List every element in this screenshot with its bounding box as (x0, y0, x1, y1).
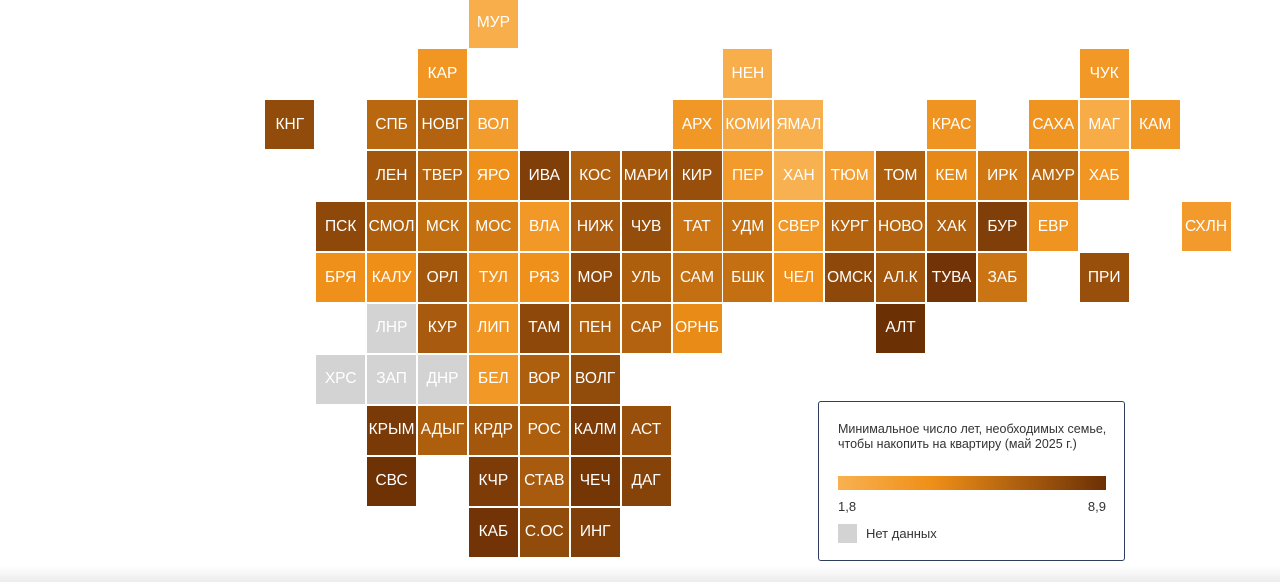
region-tile-МАРИ: МАРИ (621, 151, 671, 201)
region-tile-КУРГ: КУРГ (825, 202, 875, 252)
region-tile-НИЖ: НИЖ (570, 202, 620, 252)
region-tile-РОС: РОС (519, 405, 569, 455)
region-tile-БРЯ: БРЯ (316, 253, 366, 302)
region-tile-ЗАП: ЗАП (367, 354, 417, 404)
region-tile-КРЫМ: КРЫМ (367, 405, 417, 455)
region-tile-БУР: БУР (977, 202, 1027, 252)
region-tile-ТУЛ: ТУЛ (468, 253, 518, 302)
region-tile-КАЛУ: КАЛУ (367, 253, 417, 302)
legend-max-label: 8,9 (1087, 499, 1106, 514)
region-tile-ПСК: ПСК (316, 202, 366, 252)
page-bottom-edge (0, 566, 1280, 582)
region-tile-ЕВР: ЕВР (1028, 202, 1078, 252)
region-tile-ЯМАЛ: ЯМАЛ (774, 100, 824, 150)
legend-box: Минимальное число лет, необходимых семье… (818, 401, 1125, 561)
region-tile-ИВА: ИВА (519, 151, 569, 201)
region-tile-БШК: БШК (723, 253, 773, 302)
region-tile-САР: САР (621, 303, 671, 353)
legend-color-scale (838, 476, 1106, 490)
region-tile-АМУР: АМУР (1028, 151, 1078, 201)
region-tile-ЧЕЛ: ЧЕЛ (774, 253, 824, 302)
region-tile-ХАК: ХАК (927, 202, 976, 252)
region-tile-КОС: КОС (570, 151, 620, 201)
region-tile-ЛИП: ЛИП (468, 303, 518, 353)
region-tile-АЛТ: АЛТ (876, 303, 926, 353)
region-tile-ОМСК: ОМСК (825, 253, 875, 302)
region-tile-АДЫГ: АДЫГ (418, 405, 467, 455)
region-tile-АРХ: АРХ (672, 100, 722, 150)
region-tile-КНГ: КНГ (265, 100, 315, 150)
region-tile-БЕЛ: БЕЛ (468, 354, 518, 404)
region-tile-ЧУК: ЧУК (1079, 49, 1129, 99)
region-tile-МАГ: МАГ (1079, 100, 1129, 150)
region-tile-МОС: МОС (468, 202, 518, 252)
region-tile-ВЛА: ВЛА (519, 202, 569, 252)
region-tile-ТЮМ: ТЮМ (825, 151, 875, 201)
no-data-label: Нет данных (866, 526, 937, 541)
region-tile-ОРЛ: ОРЛ (418, 253, 467, 302)
region-tile-НЕН: НЕН (723, 49, 773, 99)
region-tile-ДАГ: ДАГ (621, 456, 671, 506)
region-tile-ХАБ: ХАБ (1079, 151, 1129, 201)
region-tile-ДНР: ДНР (418, 354, 467, 404)
no-data-swatch (838, 524, 857, 543)
region-tile-ИНГ: ИНГ (570, 507, 620, 557)
region-tile-НОВО: НОВО (876, 202, 926, 252)
region-tile-МСК: МСК (418, 202, 467, 252)
region-tile-ВОЛГ: ВОЛГ (570, 354, 620, 404)
region-tile-КЧР: КЧР (468, 456, 518, 506)
region-tile-ТАТ: ТАТ (672, 202, 722, 252)
region-tile-ТУВА: ТУВА (927, 253, 976, 302)
region-tile-КИР: КИР (672, 151, 722, 201)
region-tile-САМ: САМ (672, 253, 722, 302)
region-tile-УДМ: УДМ (723, 202, 773, 252)
region-tile-СВС: СВС (367, 456, 417, 506)
region-tile-ЧЕЧ: ЧЕЧ (570, 456, 620, 506)
region-tile-САХА: САХА (1028, 100, 1078, 150)
region-tile-ЗАБ: ЗАБ (977, 253, 1027, 302)
region-tile-ПРИ: ПРИ (1079, 253, 1129, 302)
region-tile-СМОЛ: СМОЛ (367, 202, 417, 252)
region-tile-ХРС: ХРС (316, 354, 366, 404)
legend-min-label: 1,8 (838, 499, 857, 514)
region-tile-КАЛМ: КАЛМ (570, 405, 620, 455)
region-tile-МУР: МУР (468, 0, 518, 48)
region-tile-ИРК: ИРК (977, 151, 1027, 201)
region-tile-ЛНР: ЛНР (367, 303, 417, 353)
region-tile-СПБ: СПБ (367, 100, 417, 150)
region-tile-ВОЛ: ВОЛ (468, 100, 518, 150)
legend-title: Минимальное число лет, необходимых семье… (838, 422, 1107, 451)
region-tile-ТОМ: ТОМ (876, 151, 926, 201)
region-tile-ОРНБ: ОРНБ (672, 303, 722, 353)
region-tile-КОМИ: КОМИ (723, 100, 773, 150)
region-tile-ЛЕН: ЛЕН (367, 151, 417, 201)
region-tile-УЛЬ: УЛЬ (621, 253, 671, 302)
region-tile-КАМ: КАМ (1130, 100, 1180, 150)
region-tile-ПЕН: ПЕН (570, 303, 620, 353)
region-tile-КРДР: КРДР (468, 405, 518, 455)
region-tile-КУР: КУР (418, 303, 467, 353)
region-tile-КАР: КАР (418, 49, 467, 99)
region-tile-ЧУВ: ЧУВ (621, 202, 671, 252)
region-tile-СТАВ: СТАВ (519, 456, 569, 506)
region-tile-РЯЗ: РЯЗ (519, 253, 569, 302)
region-tile-ПЕР: ПЕР (723, 151, 773, 201)
region-tile-СХЛН: СХЛН (1181, 202, 1231, 252)
region-tile-КРАС: КРАС (927, 100, 976, 150)
region-tile-ТВЕР: ТВЕР (418, 151, 467, 201)
region-tile-АСТ: АСТ (621, 405, 671, 455)
region-tile-ХАН: ХАН (774, 151, 824, 201)
region-tile-КЕМ: КЕМ (927, 151, 976, 201)
region-tile-С.ОС: С.ОС (519, 507, 569, 557)
region-tile-АЛ.К: АЛ.К (876, 253, 926, 302)
region-tile-ЯРО: ЯРО (468, 151, 518, 201)
region-tile-ТАМ: ТАМ (519, 303, 569, 353)
region-tile-ВОР: ВОР (519, 354, 569, 404)
region-tile-НОВГ: НОВГ (418, 100, 467, 150)
region-tile-КАБ: КАБ (468, 507, 518, 557)
region-tile-СВЕР: СВЕР (774, 202, 824, 252)
region-tile-МОР: МОР (570, 253, 620, 302)
